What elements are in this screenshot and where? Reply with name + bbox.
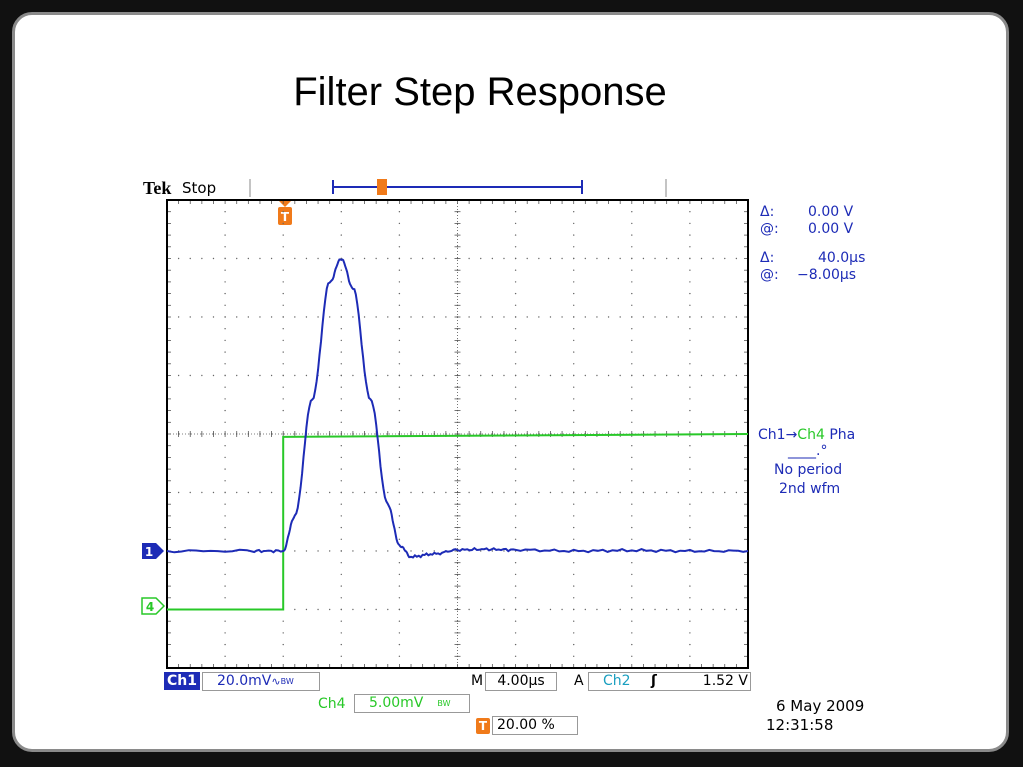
record-trigger-icon: [377, 179, 387, 195]
timebase-value: 4.00µs: [497, 673, 545, 689]
ch1-label-badge[interactable]: Ch1: [164, 672, 200, 690]
delta-voltage-label: Δ:: [760, 204, 775, 220]
record-view-bar: [332, 179, 583, 195]
trigger-pos-box[interactable]: 20.00 %: [492, 716, 578, 735]
measure-status-line2: 2nd wfm: [779, 481, 841, 497]
at-time-label: @:: [760, 267, 779, 283]
delta-time-value: 40.0µs: [818, 250, 866, 266]
trigger-position-label: T: [281, 210, 290, 224]
timebase-box[interactable]: 4.00µs: [485, 672, 557, 691]
delta-voltage-value: 0.00 V: [808, 204, 854, 220]
ch1-trace: [166, 258, 749, 559]
measure-arrow: →: [785, 427, 798, 443]
trigger-source: Ch2: [603, 673, 631, 689]
delta-time-label: Δ:: [760, 250, 775, 266]
trigger-slope-icon: ʃ: [651, 673, 657, 689]
phase-measurement: Ch1→Ch4 Pha: [758, 427, 855, 443]
at-time-value: −8.00µs: [797, 267, 857, 283]
ch4-bw-icon: BW: [437, 699, 451, 708]
ch1-scale-box[interactable]: 20.0mV∿BW: [202, 672, 320, 691]
time-readout: 12:31:58: [766, 716, 834, 734]
ch1-scale: 20.0mV: [217, 673, 272, 689]
date-readout: 6 May 2009: [776, 697, 865, 715]
ch4-scale: 5.00mV: [369, 695, 424, 711]
trigger-box[interactable]: Ch2 ʃ 1.52 V: [588, 672, 751, 691]
ch1-ground-marker[interactable]: [142, 543, 164, 559]
brand-logo: Tek: [143, 178, 172, 198]
slide-frame: [12, 12, 1009, 752]
timebase-label: M: [471, 673, 484, 689]
ch1-marker-label: 1: [145, 545, 153, 559]
trigger-level: 1.52 V: [702, 673, 748, 689]
measure-source-b: Ch4: [797, 427, 825, 443]
measure-type: Pha: [829, 427, 856, 443]
ch4-ground-marker[interactable]: [141, 597, 166, 615]
at-voltage-label: @:: [760, 221, 779, 237]
measure-status-line1: No period: [774, 462, 843, 478]
phase-value: ____.°: [788, 443, 828, 459]
trigger-a-label: A: [574, 673, 584, 689]
run-state: Stop: [182, 179, 217, 197]
ch1-bw-icon: BW: [280, 677, 294, 686]
ch4-marker-label: 4: [146, 600, 154, 614]
trigger-position-icon[interactable]: [278, 200, 292, 225]
trigger-pos-icon: T: [476, 718, 490, 734]
ch1-coupling-icon: ∿: [271, 675, 281, 688]
at-voltage-value: 0.00 V: [808, 221, 854, 237]
measure-source-a: Ch1: [758, 427, 786, 443]
trigger-pos-value: 20.00 %: [497, 717, 555, 733]
ch4-scale-box[interactable]: 5.00mV BW: [354, 694, 470, 713]
ch4-trace: [167, 433, 749, 611]
slide-title: Filter Step Response: [293, 70, 667, 114]
ch4-label[interactable]: Ch4: [318, 696, 346, 712]
